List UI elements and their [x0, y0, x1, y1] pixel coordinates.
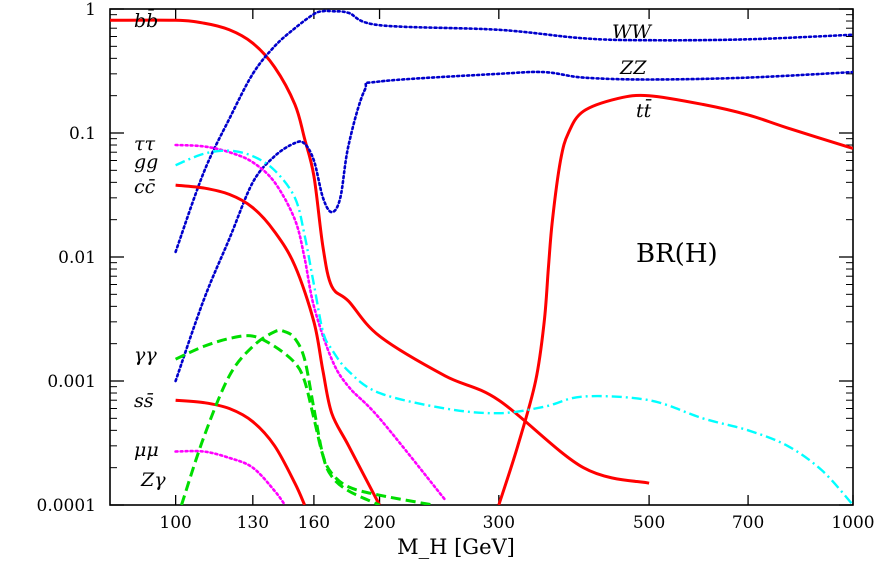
series-line-bb — [110, 18, 650, 485]
annotation-br-h: BR(H) — [636, 239, 718, 269]
series-line-mumu — [174, 449, 287, 505]
y-tick-label: 0.1 — [69, 124, 96, 144]
series-label-mumu: μμ — [134, 439, 159, 461]
x-tick-label: 130 — [237, 513, 269, 533]
series-line-cc — [175, 183, 381, 505]
series-line-tautau — [174, 143, 447, 502]
x-tick-label: 160 — [298, 513, 330, 533]
series-label-ss: ss̄ — [134, 390, 154, 412]
series-line-gammagamma — [174, 334, 434, 505]
y-tick-label: 0.01 — [58, 248, 96, 268]
series-label-cc: cc̄ — [134, 176, 156, 198]
series-label-tautau: ττ — [134, 133, 156, 155]
series-label-bb: bb̄ — [134, 8, 158, 32]
series-label-tt: tt̄ — [636, 98, 652, 122]
y-tick-label: 0.0001 — [37, 496, 96, 516]
x-tick-label: 1000 — [831, 513, 874, 533]
series-line-tt — [497, 93, 853, 505]
x-tick-label: 200 — [363, 513, 395, 533]
x-tick-label: 100 — [159, 513, 191, 533]
series-label-gg: gg — [134, 151, 158, 173]
x-tick-label: 500 — [633, 513, 665, 533]
series-lines — [110, 9, 853, 505]
series-label-WW: WW — [612, 21, 653, 43]
x-tick-label: 300 — [483, 513, 515, 533]
y-tick-label: 0.001 — [47, 372, 96, 392]
x-axis-title: M_H [GeV] — [397, 535, 515, 559]
series-line-WW — [174, 9, 853, 254]
series-line-gg — [175, 149, 853, 505]
series-line-ZZ — [174, 70, 853, 383]
series-line-Zgamma — [180, 328, 381, 505]
series-label-ZZ: ZZ — [619, 57, 647, 79]
y-tick-label: 1 — [85, 0, 96, 20]
series-label-gammagamma: γγ — [134, 344, 157, 366]
axis-ticks: 100 130 160 200 300 500 700 1000 1 0.1 0.01 0.001 0.… — [37, 0, 875, 533]
series-line-ss — [175, 398, 306, 505]
series-label-Zgamma: Zγ — [140, 469, 166, 491]
x-tick-label: 700 — [732, 513, 764, 533]
